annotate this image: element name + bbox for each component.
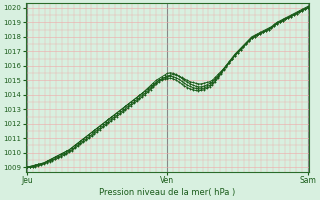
X-axis label: Pression niveau de la mer( hPa ): Pression niveau de la mer( hPa ) bbox=[99, 188, 236, 197]
